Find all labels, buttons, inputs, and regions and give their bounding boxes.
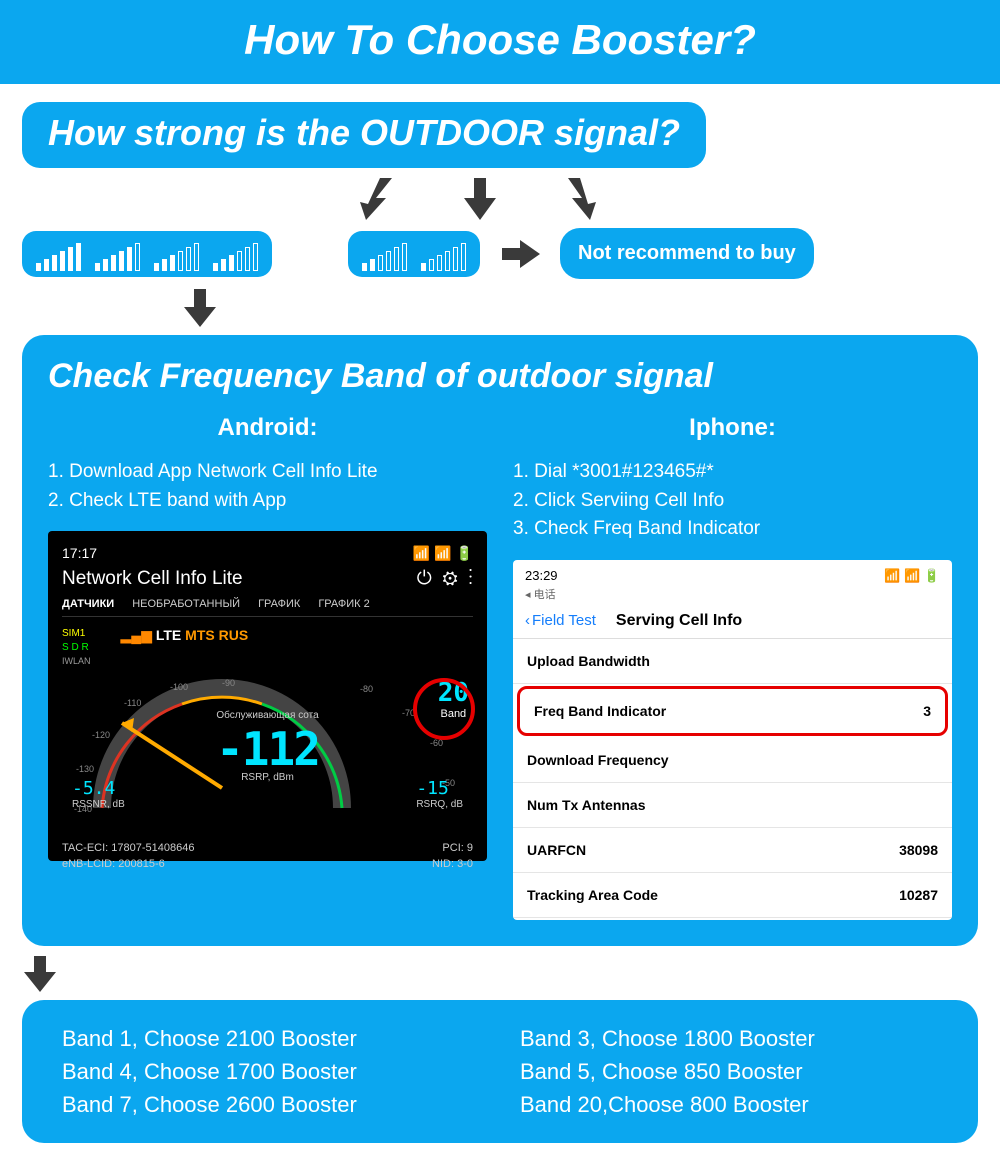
check-frequency-panel: Check Frequency Band of outdoor signal A… — [22, 335, 978, 946]
pci: PCI: 9 — [442, 842, 473, 854]
rssnr-label: RSSNR, dB — [72, 799, 125, 810]
android-toolbar-icons: ⏻ ⚙ ⋮ — [417, 568, 473, 590]
ios-row: Download Frequency — [513, 738, 952, 783]
iphone-column: Iphone: 1. Dial *3001#123465#*2. Click S… — [513, 414, 952, 920]
gauge-cell-label: Обслуживающая сота — [216, 710, 318, 721]
iphone-screenshot: 23:29📶 📶 🔋 ◂ 电话 ‹Field TestServing Cell … — [513, 560, 952, 920]
iphone-status-icons: 📶 📶 🔋 — [884, 568, 940, 584]
iphone-nav-title: Serving Cell Info — [616, 612, 742, 630]
operator-label: MTS RUS — [185, 627, 248, 643]
results-right: Band 3, Choose 1800 BoosterBand 5, Choos… — [520, 1022, 938, 1121]
rsrq-value: -15 — [416, 778, 449, 799]
iphone-nav-back[interactable]: Field Test — [532, 612, 596, 629]
results-left: Band 1, Choose 2100 BoosterBand 4, Choos… — [62, 1022, 480, 1121]
rsrq-label: RSRQ, dB — [416, 799, 463, 810]
iphone-time: 23:29 — [525, 568, 558, 584]
ios-row: Tracking Area Code10287 — [513, 873, 952, 918]
android-steps: 1. Download App Network Cell Info Lite2.… — [48, 458, 487, 515]
signal-gauge: -140 -130 -120 -110 -100 -90 -80 -70 -60… — [62, 668, 473, 838]
band-highlight-circle — [413, 678, 475, 740]
iwlan-label: IWLAN — [62, 655, 91, 668]
iphone-heading: Iphone: — [513, 414, 952, 442]
arrow-down-icon — [182, 285, 978, 329]
panel-title: Check Frequency Band of outdoor signal — [48, 357, 952, 396]
ios-row: Freq Band Indicator3 — [517, 686, 948, 736]
rssnr-value: -5.4 — [72, 778, 115, 799]
sim-label: SIM1 — [62, 627, 91, 641]
android-heading: Android: — [48, 414, 487, 442]
android-screenshot: 17:17 📶 📶 🔋 Network Cell Info Lite ⏻ ⚙ ⋮ Д… — [48, 531, 487, 861]
branch-arrows — [0, 174, 978, 224]
gauge-unit: RSRP, dBm — [241, 772, 294, 783]
page-title: How To Choose Booster? — [0, 0, 1000, 84]
android-app-title: Network Cell Info Lite — [62, 568, 243, 590]
android-tabs: ДАТЧИКИНЕОБРАБОТАННЫЙГРАФИКГРАФИК 2 — [62, 598, 473, 617]
lte-label: LTE — [156, 627, 181, 643]
android-status-icons: 📶 📶 🔋 — [413, 545, 473, 562]
enb-lcid: eNB-LCID: 200815-6 — [62, 858, 165, 870]
strong-signal-pill — [22, 231, 272, 277]
gauge-value: -112 — [216, 722, 319, 776]
results-panel: Band 1, Choose 2100 BoosterBand 4, Choos… — [22, 1000, 978, 1143]
ios-row: UARFCN38098 — [513, 828, 952, 873]
android-time: 17:17 — [62, 545, 97, 562]
arrow-down-icon — [22, 954, 978, 994]
ios-row: Upload Bandwidth — [513, 639, 952, 684]
weak-signal-pill — [348, 231, 480, 277]
ios-row: Num Tx Antennas — [513, 783, 952, 828]
question-pill: How strong is the OUTDOOR signal? — [22, 102, 706, 168]
iphone-steps: 1. Dial *3001#123465#*2. Click Serviing … — [513, 458, 952, 544]
band-badge: 20 Band — [438, 678, 469, 720]
tac-eci: TAC-ECI: 17807-51408646 — [62, 842, 195, 854]
nid: NID: 3-0 — [432, 858, 473, 870]
not-recommend-pill: Not recommend to buy — [560, 228, 814, 279]
arrow-right-icon — [498, 236, 542, 272]
android-column: Android: 1. Download App Network Cell In… — [48, 414, 487, 920]
iphone-back-app: ◂ 电话 — [513, 586, 952, 608]
sdr-label: S D R — [62, 641, 91, 655]
